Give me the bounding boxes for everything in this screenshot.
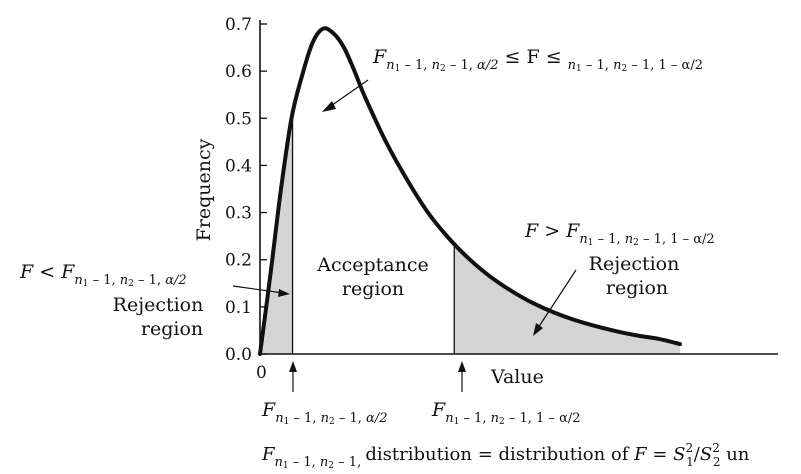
y-axis-label: Frequency [193,138,215,241]
y-tick-label: 0.4 [225,156,252,176]
upper-crit-arrowhead [458,361,466,372]
right-rejection-expression: F > Fn1 – 1, n2 – 1, 1 – α/2 [524,220,715,248]
right-rejection-area [454,243,680,354]
right-rejection-line1: Rejection [589,253,680,275]
left-rejection-arrow [232,285,284,294]
upper-crit-label: Fn1 – 1, n2 – 1, 1 – α/2 [431,399,581,427]
y-tick-label: 0.0 [225,345,252,365]
density-curve [258,26,682,356]
caption: Fn1 – 1, n2 – 1, distribution = distribu… [261,441,750,471]
y-tick-label: 0.1 [225,298,252,318]
y-tick-label: 0.7 [225,15,252,35]
acceptance-arrowhead [322,101,336,112]
right-rejection-line2: region [606,277,668,299]
acceptance-expression: Fn1 – 1, n2 – 1, α/2 ≤ F ≤ n1 – 1, n2 – … [372,46,703,74]
x-tick-0: 0 [256,363,267,383]
left-rejection-line1: Rejection [113,294,204,316]
y-tick-label: 0.2 [225,251,252,271]
y-tick-label: 0.5 [225,109,252,129]
acceptance-region-line1: Acceptance [316,254,429,276]
acceptance-region-line2: region [342,278,404,300]
y-tick-label: 0.6 [225,62,252,82]
left-rejection-arrowhead [278,289,290,297]
y-ticks: 0.0 0.1 0.2 0.3 0.4 0.5 0.6 0.7 [225,15,267,365]
lower-crit-arrowhead [289,361,297,372]
lower-crit-label: Fn1 – 1, n2 – 1, α/2 [261,399,387,427]
acceptance-arrow [327,79,369,109]
right-rejection-arrowhead [533,323,543,336]
y-tick-label: 0.3 [225,204,252,224]
x-axis-label: Value [490,366,544,388]
left-rejection-line2: region [141,318,203,340]
right-rejection-arrow [537,269,577,329]
left-rejection-expression: F < Fn1 – 1, n2 – 1, α/2 [19,261,187,289]
